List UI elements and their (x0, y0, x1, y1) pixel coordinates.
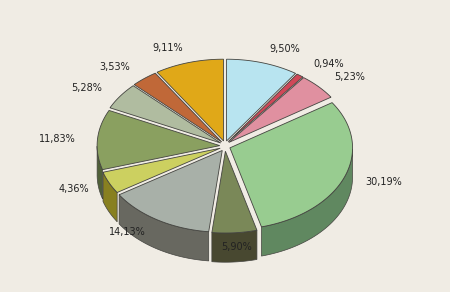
Text: 9,11%: 9,11% (152, 44, 183, 53)
Polygon shape (229, 78, 331, 142)
Text: 11,83%: 11,83% (39, 133, 76, 144)
Polygon shape (97, 110, 220, 170)
Polygon shape (134, 73, 222, 142)
Polygon shape (226, 59, 296, 141)
Polygon shape (97, 146, 103, 199)
Polygon shape (103, 148, 220, 192)
Polygon shape (228, 74, 303, 142)
Polygon shape (157, 59, 224, 141)
Text: 14,13%: 14,13% (109, 227, 146, 237)
Polygon shape (103, 172, 117, 222)
Text: 3,53%: 3,53% (99, 62, 130, 72)
Polygon shape (110, 86, 220, 143)
Polygon shape (119, 150, 222, 232)
Text: 5,28%: 5,28% (71, 83, 102, 93)
Text: 5,90%: 5,90% (221, 242, 252, 253)
Polygon shape (119, 195, 209, 261)
Text: 5,23%: 5,23% (335, 72, 365, 82)
Polygon shape (230, 102, 352, 227)
Text: 0,94%: 0,94% (313, 59, 343, 69)
Text: 4,36%: 4,36% (58, 184, 89, 194)
Polygon shape (212, 230, 257, 262)
Text: 30,19%: 30,19% (365, 177, 402, 187)
Text: 9,50%: 9,50% (269, 44, 300, 54)
Polygon shape (212, 151, 257, 233)
Polygon shape (261, 149, 352, 256)
